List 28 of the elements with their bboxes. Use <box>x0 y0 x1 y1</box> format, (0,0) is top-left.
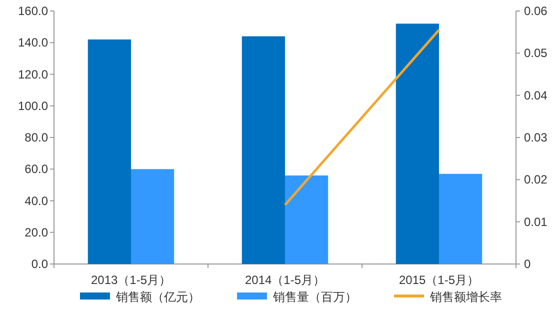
y2-tick-label: 0 <box>524 257 531 271</box>
y-tick-label: 100.0 <box>18 98 48 113</box>
y2-tick-label: 0.04 <box>524 88 548 102</box>
bar <box>131 169 174 264</box>
bar <box>396 24 439 264</box>
bar <box>88 39 131 264</box>
x-tick-label: 2015（1-5月） <box>398 273 480 287</box>
y2-tick-label: 0.05 <box>524 46 548 60</box>
bar <box>242 36 285 264</box>
bar <box>285 175 328 264</box>
bar <box>439 174 482 264</box>
y-tick-label: 160.0 <box>18 4 48 18</box>
y2-tick-label: 0.03 <box>524 130 548 144</box>
legend-label: 销售额增长率 <box>429 290 502 304</box>
y-tick-label: 120.0 <box>18 67 48 82</box>
y-tick-label: 40.0 <box>24 194 48 208</box>
y-tick-label: 60.0 <box>24 162 48 176</box>
y-tick-label: 20.0 <box>24 225 48 240</box>
x-tick-label: 2013（1-5月） <box>90 273 172 287</box>
x-tick-label: 2014（1-5月） <box>244 273 326 287</box>
legend-label: 销售额（亿元） <box>115 290 200 304</box>
y2-tick-label: 0.01 <box>524 214 548 229</box>
y-tick-label: 140.0 <box>18 36 48 50</box>
y-tick-label: 80.0 <box>24 130 48 144</box>
y2-tick-label: 0.02 <box>524 172 548 187</box>
legend-label: 销售量（百万） <box>272 290 357 304</box>
y2-tick-label: 0.06 <box>524 4 548 18</box>
y-tick-label: 0.0 <box>31 257 48 271</box>
